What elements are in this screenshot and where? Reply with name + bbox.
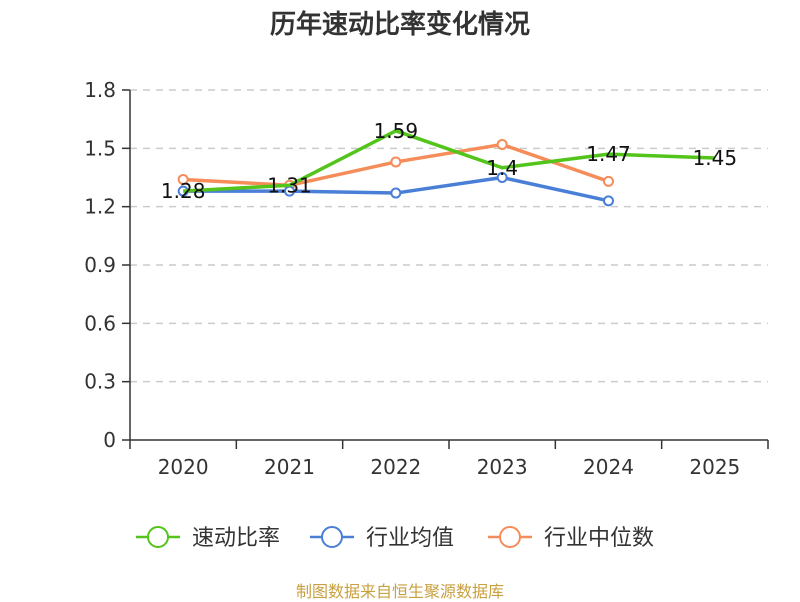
y-tick-label: 0 xyxy=(103,428,116,452)
x-tick-label: 2024 xyxy=(583,455,634,479)
label-layer: 1.28 1.31 1.59 1.4 1.47 1.45 xyxy=(161,119,737,203)
data-point xyxy=(390,156,402,168)
data-label: 1.45 xyxy=(693,146,738,170)
legend-marker xyxy=(147,526,169,548)
x-tick-label: 2025 xyxy=(689,455,740,479)
series-layer xyxy=(177,129,715,207)
data-point xyxy=(177,173,189,185)
chart-title: 历年速动比率变化情况 xyxy=(269,10,530,40)
legend-marker xyxy=(321,526,343,548)
legend-marker xyxy=(499,526,521,548)
data-point xyxy=(496,172,508,183)
y-tick-label: 0.9 xyxy=(84,253,116,277)
series-line-0 xyxy=(183,129,715,193)
source-note: 制图数据来自恒生聚源数据库 xyxy=(295,582,504,601)
data-point xyxy=(390,187,402,199)
legend-label: 行业中位数 xyxy=(544,526,654,551)
y-tick-label: 1.2 xyxy=(84,195,116,219)
data-point xyxy=(496,138,508,150)
data-point xyxy=(603,175,614,187)
x-tick-label: 2023 xyxy=(477,455,528,479)
legend-item-0: 速动比率 xyxy=(136,526,280,551)
data-label: 1.47 xyxy=(586,142,631,166)
legend: 速动比率 行业均值 行业中位数 xyxy=(136,526,654,551)
data-label: 1.28 xyxy=(161,179,206,203)
axis-layer: 0 0.3 0.6 0.9 1.2 1.5 1.8 2020 2021 2022 2023 2024 2… xyxy=(84,78,769,479)
y-tick-label: 1.8 xyxy=(84,78,116,102)
legend-label: 行业均值 xyxy=(366,526,454,551)
data-label: 1.4 xyxy=(486,156,518,180)
y-tick-label: 0.6 xyxy=(84,311,116,335)
y-tick-label: 0.3 xyxy=(84,370,116,394)
x-tick-label: 2022 xyxy=(370,455,421,479)
data-label: 1.59 xyxy=(374,119,419,143)
legend-item-1: 行业均值 xyxy=(310,526,454,551)
legend-item-2: 行业中位数 xyxy=(488,526,654,551)
grid-layer xyxy=(130,89,768,383)
data-point xyxy=(603,195,614,207)
x-tick-label: 2021 xyxy=(264,455,315,479)
x-tick-label: 2020 xyxy=(158,455,209,479)
y-tick-label: 1.5 xyxy=(84,136,116,160)
data-label: 1.31 xyxy=(267,173,312,197)
legend-label: 速动比率 xyxy=(192,526,280,551)
